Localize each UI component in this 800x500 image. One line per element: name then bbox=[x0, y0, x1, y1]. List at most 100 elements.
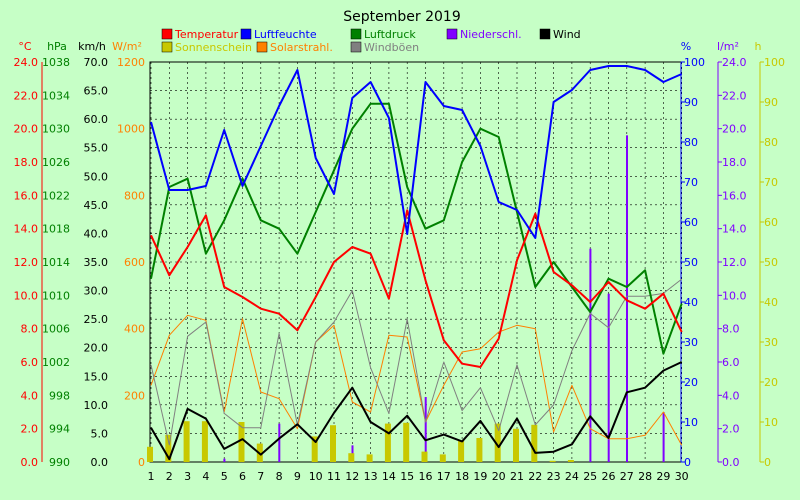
precipitation-bar bbox=[589, 248, 592, 462]
temperature-tick-label: 24.0 bbox=[14, 56, 39, 69]
humidity-tick-label: 70 bbox=[684, 176, 698, 189]
sunshine-tick-label: 20 bbox=[764, 376, 778, 389]
pressure-tick-label: 1022 bbox=[42, 189, 70, 202]
humidity-tick-label: 0 bbox=[684, 456, 691, 469]
series-line-windböen bbox=[150, 278, 683, 446]
humidity-unit-label: % bbox=[681, 40, 691, 53]
legend: Temperatur Luftfeuchte Luftdruck Niederschl… bbox=[161, 28, 581, 54]
x-tick-label: 9 bbox=[294, 470, 301, 483]
grid bbox=[150, 62, 683, 462]
series-line-solarstrahl bbox=[150, 314, 683, 446]
x-tick-label: 23 bbox=[547, 470, 561, 483]
pressure-tick-label: 1018 bbox=[42, 223, 70, 236]
temperature-tick-label: 18.0 bbox=[14, 156, 39, 169]
precipitation-tick-label: 16.0 bbox=[722, 189, 747, 202]
sunshine-tick-label: 60 bbox=[764, 216, 778, 229]
wind-tick-label: 55.0 bbox=[84, 142, 109, 155]
temperature-unit-label: °C bbox=[18, 40, 32, 53]
bars bbox=[147, 135, 665, 463]
legend-swatch bbox=[350, 28, 362, 40]
precipitation-tick-label: 18.0 bbox=[722, 156, 747, 169]
pressure-tick-label: 1026 bbox=[42, 156, 70, 169]
precipitation-bar bbox=[607, 293, 610, 462]
x-tick-label: 30 bbox=[675, 470, 689, 483]
sunshine-bar bbox=[458, 440, 465, 462]
precipitation-tick-label: 14.0 bbox=[722, 223, 747, 236]
legend-label: Solarstrahl. bbox=[270, 41, 333, 54]
precipitation-tick-label: 0.0 bbox=[722, 456, 740, 469]
x-tick-label: 15 bbox=[400, 470, 414, 483]
axis-units: °C hPa km/h W/m²% l/m² h bbox=[18, 40, 761, 53]
sunshine-tick-label: 90 bbox=[764, 96, 778, 109]
precipitation-tick-label: 22.0 bbox=[722, 89, 747, 102]
sunshine-tick-label: 30 bbox=[764, 336, 778, 349]
precipitation-tick-label: 2.0 bbox=[722, 423, 740, 436]
x-tick-label: 2 bbox=[166, 470, 173, 483]
x-tick-label: 16 bbox=[419, 470, 433, 483]
sunshine-tick-label: 40 bbox=[764, 296, 778, 309]
humidity-tick-label: 30 bbox=[684, 336, 698, 349]
sunshine-bar bbox=[476, 438, 483, 462]
legend-swatch bbox=[161, 28, 173, 40]
x-tick-label: 11 bbox=[327, 470, 341, 483]
x-tick-label: 28 bbox=[638, 470, 652, 483]
legend-label: Wind bbox=[553, 28, 581, 41]
wind-tick-label: 60.0 bbox=[84, 113, 109, 126]
series-line-wind bbox=[150, 361, 683, 461]
legend-swatch bbox=[240, 28, 252, 40]
humidity-tick-label: 100 bbox=[684, 56, 705, 69]
sunshine-bar bbox=[330, 425, 336, 462]
chart-title: September 2019 bbox=[343, 9, 460, 25]
sunshine-bar bbox=[348, 453, 355, 462]
x-tick-label: 27 bbox=[620, 470, 634, 483]
wind-tick-label: 10.0 bbox=[84, 399, 109, 412]
x-tick-label: 21 bbox=[510, 470, 524, 483]
sunshine-bar bbox=[147, 446, 153, 462]
pressure-tick-label: 1030 bbox=[42, 123, 70, 136]
legend-label: Sonnenschein bbox=[175, 41, 252, 54]
wind-tick-label: 15.0 bbox=[84, 370, 109, 383]
pressure-tick-label: 1002 bbox=[42, 356, 70, 369]
sunshine-bar bbox=[531, 424, 538, 462]
solar-tick-label: 200 bbox=[124, 389, 145, 402]
temperature-tick-label: 2.0 bbox=[21, 423, 39, 436]
legend-label: Luftfeuchte bbox=[254, 28, 317, 41]
wind-tick-label: 65.0 bbox=[84, 85, 109, 98]
temperature-tick-label: 8.0 bbox=[21, 323, 39, 336]
x-tick-label: 14 bbox=[382, 470, 396, 483]
sunshine-bar bbox=[165, 434, 172, 462]
precipitation-tick-label: 24.0 bbox=[722, 56, 747, 69]
humidity-tick-label: 20 bbox=[684, 376, 698, 389]
temperature-tick-label: 14.0 bbox=[14, 223, 39, 236]
precipitation-tick-label: 12.0 bbox=[722, 256, 747, 269]
sunshine-bar bbox=[238, 422, 245, 462]
sunshine-bar bbox=[384, 423, 391, 462]
solar-unit-label: W/m² bbox=[112, 40, 142, 53]
wind-tick-label: 70.0 bbox=[84, 56, 109, 69]
x-tick-label: 29 bbox=[656, 470, 670, 483]
x-tick-label: 19 bbox=[473, 470, 487, 483]
series-line-luftdruck bbox=[150, 102, 683, 355]
precipitation-bar bbox=[626, 135, 628, 463]
x-tick-label: 24 bbox=[565, 470, 579, 483]
x-tick-label: 13 bbox=[364, 470, 378, 483]
pressure-tick-label: 990 bbox=[49, 456, 70, 469]
sunshine-bar bbox=[201, 421, 208, 462]
pressure-tick-label: 1006 bbox=[42, 323, 70, 336]
sunshine-bar bbox=[421, 451, 428, 462]
sunshine-bar bbox=[311, 436, 318, 462]
legend-swatch bbox=[446, 28, 458, 40]
x-tick-label: 6 bbox=[239, 470, 246, 483]
x-tick-label: 12 bbox=[345, 470, 359, 483]
precipitation-tick-label: 4.0 bbox=[722, 389, 740, 402]
legend-swatch bbox=[539, 28, 551, 40]
legend-label: Niederschl. bbox=[460, 28, 522, 41]
legend-label: Windböen bbox=[364, 41, 419, 54]
pressure-tick-label: 1010 bbox=[42, 289, 70, 302]
pressure-tick-label: 994 bbox=[49, 423, 70, 436]
humidity-tick-label: 10 bbox=[684, 416, 698, 429]
sunshine-unit-label: h bbox=[755, 40, 762, 53]
sunshine-bar bbox=[366, 454, 373, 462]
sunshine-tick-label: 70 bbox=[764, 176, 778, 189]
